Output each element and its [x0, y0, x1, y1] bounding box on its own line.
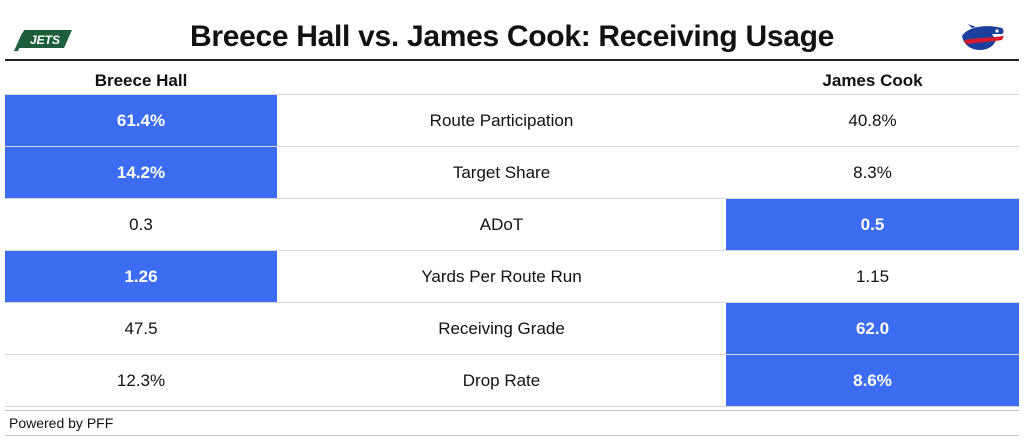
footer-credit: Powered by PFF — [9, 415, 114, 431]
table-row: 1.26 Yards Per Route Run 1.15 — [5, 251, 1019, 303]
table-row: 0.3 ADoT 0.5 — [5, 199, 1019, 251]
jets-logo-icon: JETS — [14, 30, 72, 51]
right-value-cell: 0.5 — [726, 199, 1019, 250]
right-value-cell: 40.8% — [848, 111, 897, 130]
header-divider — [5, 59, 1019, 61]
header: JETS Breece Hall vs. James Cook: Receivi… — [0, 0, 1024, 70]
right-value-cell: 62.0 — [726, 303, 1019, 354]
metric-label: Drop Rate — [462, 371, 541, 390]
table-row: 14.2% Target Share 8.3% — [5, 147, 1019, 199]
right-value-cell: 8.3% — [853, 163, 892, 182]
column-header-breece-hall: Breece Hall — [94, 71, 188, 90]
footer-divider — [5, 410, 1019, 411]
bills-logo-icon — [962, 24, 1004, 50]
metric-label: Yards Per Route Run — [421, 267, 582, 286]
metric-label: ADoT — [479, 215, 524, 234]
right-value-cell: 1.15 — [855, 267, 890, 286]
left-value-cell: 61.4% — [5, 95, 277, 146]
comparison-table: 61.4% Route Participation 40.8% 14.2% Ta… — [5, 94, 1019, 407]
bottom-divider — [5, 435, 1019, 436]
left-value-cell: 14.2% — [5, 147, 277, 198]
left-value-cell: 47.5 — [124, 319, 158, 338]
metric-label: Receiving Grade — [438, 319, 565, 338]
left-value-cell: 1.26 — [5, 251, 277, 302]
jets-logo-text: JETS — [30, 33, 60, 47]
table-row: 12.3% Drop Rate 8.6% — [5, 355, 1019, 407]
metric-label: Target Share — [452, 163, 551, 182]
metric-label: Route Participation — [429, 111, 574, 130]
right-value-cell: 8.6% — [726, 355, 1019, 406]
table-row: 61.4% Route Participation 40.8% — [5, 94, 1019, 147]
left-value-cell: 0.3 — [129, 215, 153, 234]
left-value-cell: 12.3% — [116, 371, 166, 390]
column-header-james-cook: James Cook — [822, 71, 923, 90]
page-title: Breece Hall vs. James Cook: Receiving Us… — [189, 20, 835, 53]
table-row: 47.5 Receiving Grade 62.0 — [5, 303, 1019, 355]
